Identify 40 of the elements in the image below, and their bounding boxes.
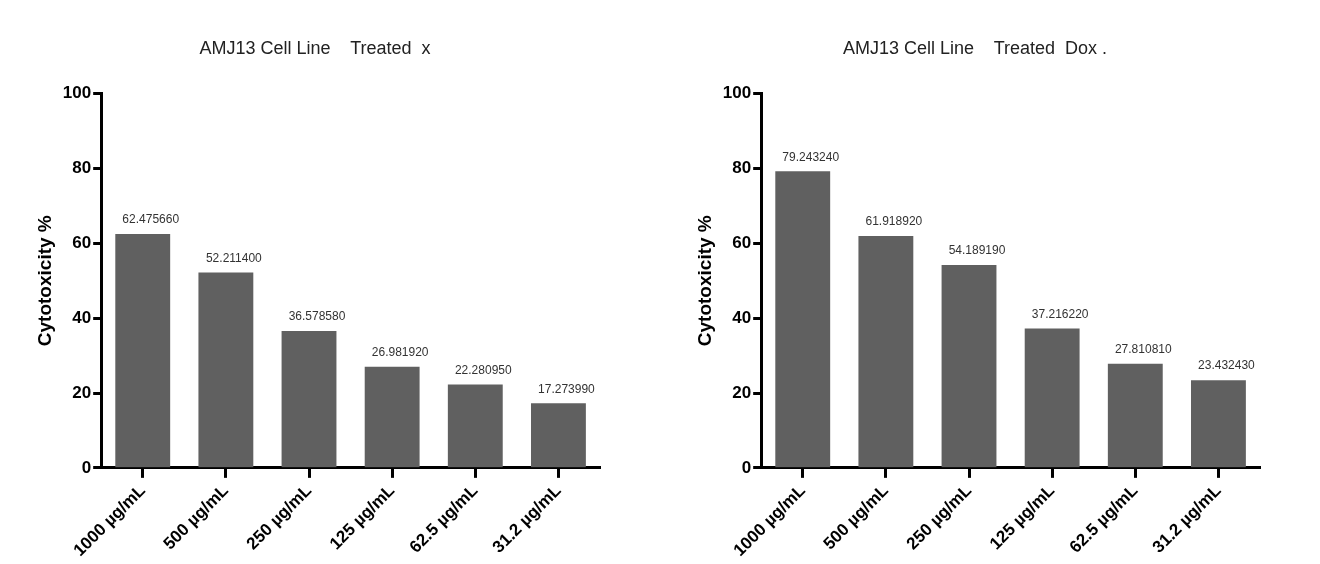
data-label: 61.918920: [865, 214, 923, 229]
y-tick-label: 0: [741, 457, 752, 477]
bar: [115, 234, 171, 468]
y-tick-label: 80: [732, 158, 752, 178]
y-tick-label: 60: [72, 232, 92, 252]
y-tick-label: 100: [62, 83, 92, 103]
data-label: 23.432430: [1198, 358, 1256, 373]
data-label: 52.211400: [205, 250, 263, 265]
chart-title: AMJ13 Cell Line Treated Dox .: [842, 37, 1108, 58]
y-tick-label: 80: [72, 158, 92, 178]
y-tick-label: 60: [732, 232, 752, 252]
bar: [1107, 363, 1163, 468]
bar: [447, 384, 503, 468]
bar: [1024, 328, 1080, 468]
y-axis-title: Cytotoxicity %: [33, 215, 55, 347]
y-tick-label: 40: [72, 307, 92, 327]
y-axis-title: Cytotoxicity %: [693, 215, 715, 347]
bar: [198, 272, 254, 468]
chart-title: AMJ13 Cell Line Treated x: [199, 37, 431, 58]
bar: [364, 366, 420, 468]
data-label: 54.189190: [948, 243, 1006, 258]
data-label: 36.578580: [288, 309, 346, 324]
bar: [281, 330, 337, 468]
data-label: 22.280950: [454, 362, 512, 377]
y-tick-label: 20: [732, 382, 752, 402]
bar: [775, 171, 831, 468]
data-label: 37.216220: [1031, 306, 1089, 321]
data-label: 79.243240: [782, 149, 840, 164]
bar: [1190, 380, 1246, 468]
data-label: 17.273990: [538, 381, 596, 396]
data-label: 26.981920: [371, 345, 429, 360]
bar: [941, 265, 997, 468]
y-tick-label: 0: [81, 457, 92, 477]
y-tick-label: 20: [72, 382, 92, 402]
data-label: 62.475660: [122, 212, 180, 227]
data-label: 27.810810: [1114, 342, 1172, 357]
y-tick-label: 40: [732, 307, 752, 327]
y-tick-label: 100: [722, 83, 752, 103]
bar: [530, 403, 586, 468]
bar: [858, 236, 914, 468]
